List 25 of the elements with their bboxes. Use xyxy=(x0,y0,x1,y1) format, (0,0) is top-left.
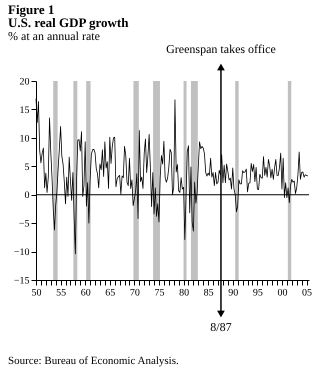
y-tick-label: 15 xyxy=(20,104,30,116)
x-tick-label: 55 xyxy=(56,288,66,298)
chart-subtitle: % at an annual rate xyxy=(8,29,100,43)
x-tick-label: 65 xyxy=(105,288,116,298)
x-tick-label: 05 xyxy=(302,288,312,298)
y-tick-label: −5 xyxy=(18,218,30,230)
x-tick-label: 95 xyxy=(252,288,263,298)
chart-title: Figure 1 U.S. real GDP growth xyxy=(8,2,130,30)
x-tick-label: 00 xyxy=(277,288,288,298)
x-tick-label: 50 xyxy=(32,288,42,298)
x-tick-label: 80 xyxy=(179,288,190,298)
text: 8/87 xyxy=(210,320,232,334)
ref-line-label: Greenspan takes office xyxy=(166,42,276,56)
y-tick-label: −15 xyxy=(14,276,30,286)
x-tick-label: 70 xyxy=(130,288,140,298)
source-note: Source: Bureau of Economic Analysis. xyxy=(8,355,180,367)
y-tick-label: −10 xyxy=(14,247,30,258)
x-tick-label: 85 xyxy=(204,288,214,298)
y-tick-label: 0 xyxy=(24,190,30,202)
x-tick-label: 60 xyxy=(80,288,91,298)
x-tick-label: 90 xyxy=(228,288,238,298)
y-tick-label: 10 xyxy=(20,133,30,144)
y-tick-label: 20 xyxy=(20,76,30,88)
x-tick-label: 75 xyxy=(154,288,164,298)
y-tick-label: 5 xyxy=(24,162,30,173)
